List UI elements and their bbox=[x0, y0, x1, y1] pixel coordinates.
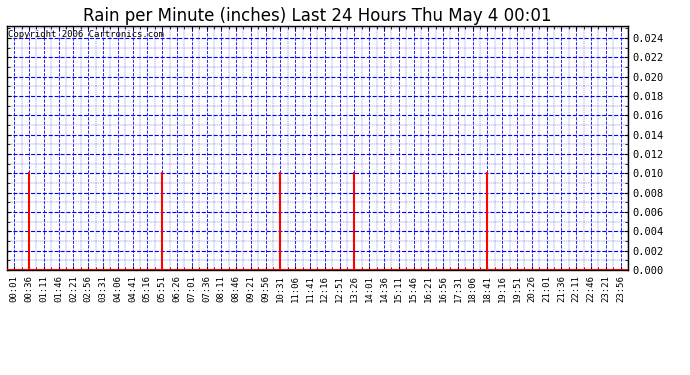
Title: Rain per Minute (inches) Last 24 Hours Thu May 4 00:01: Rain per Minute (inches) Last 24 Hours T… bbox=[83, 7, 551, 25]
Text: Copyright 2006 Cartronics.com: Copyright 2006 Cartronics.com bbox=[8, 30, 164, 39]
